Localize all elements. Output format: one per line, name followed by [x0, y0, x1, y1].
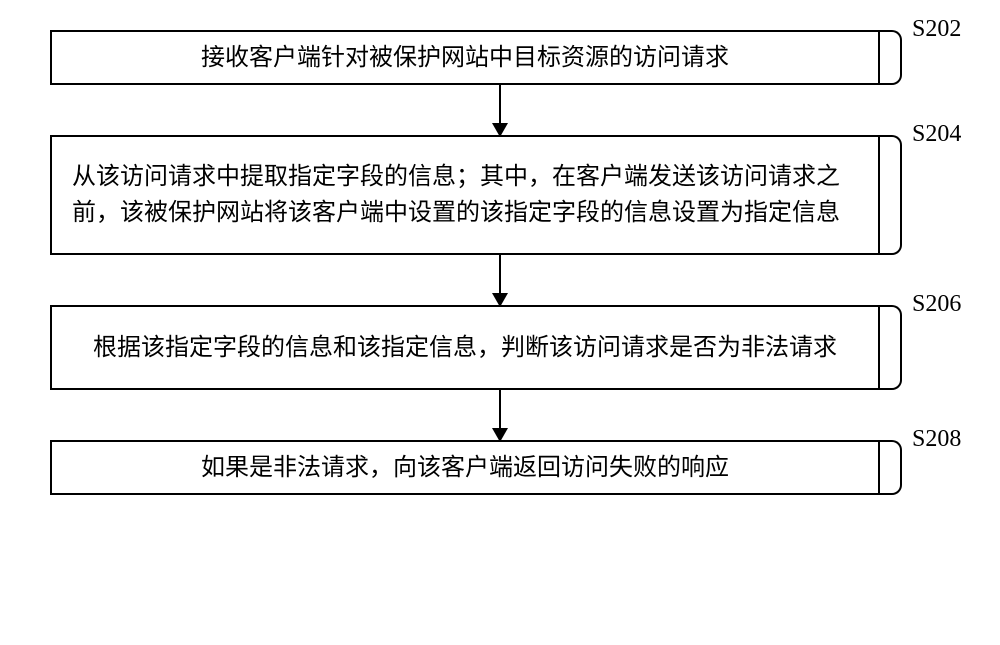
- connector-s202: [880, 30, 902, 85]
- connector-s204: [880, 135, 902, 255]
- step-box-s206: 根据该指定字段的信息和该指定信息，判断该访问请求是否为非法请求: [50, 305, 880, 390]
- arrow-2: [85, 255, 915, 305]
- step-3-container: 根据该指定字段的信息和该指定信息，判断该访问请求是否为非法请求 S206: [50, 305, 950, 390]
- step-text-s202: 接收客户端针对被保护网站中目标资源的访问请求: [201, 40, 729, 76]
- connector-s206: [880, 305, 902, 390]
- flowchart-container: 接收客户端针对被保护网站中目标资源的访问请求 S202 从该访问请求中提取指定字…: [50, 30, 950, 495]
- label-s206: S206: [912, 291, 961, 318]
- step-4-container: 如果是非法请求，向该客户端返回访问失败的响应 S208: [50, 440, 950, 495]
- arrow-3: [85, 390, 915, 440]
- step-text-s208: 如果是非法请求，向该客户端返回访问失败的响应: [201, 450, 729, 486]
- label-s208: S208: [912, 426, 961, 453]
- label-s202: S202: [912, 16, 961, 43]
- arrow-1: [85, 85, 915, 135]
- label-s204: S204: [912, 121, 961, 148]
- connector-s208: [880, 440, 902, 495]
- step-2-container: 从该访问请求中提取指定字段的信息；其中，在客户端发送该访问请求之前，该被保护网站…: [50, 135, 950, 255]
- step-box-s204: 从该访问请求中提取指定字段的信息；其中，在客户端发送该访问请求之前，该被保护网站…: [50, 135, 880, 255]
- step-box-s208: 如果是非法请求，向该客户端返回访问失败的响应: [50, 440, 880, 495]
- step-text-s206: 根据该指定字段的信息和该指定信息，判断该访问请求是否为非法请求: [93, 330, 837, 366]
- step-1-container: 接收客户端针对被保护网站中目标资源的访问请求 S202: [50, 30, 950, 85]
- step-box-s202: 接收客户端针对被保护网站中目标资源的访问请求: [50, 30, 880, 85]
- step-text-s204: 从该访问请求中提取指定字段的信息；其中，在客户端发送该访问请求之前，该被保护网站…: [72, 159, 858, 231]
